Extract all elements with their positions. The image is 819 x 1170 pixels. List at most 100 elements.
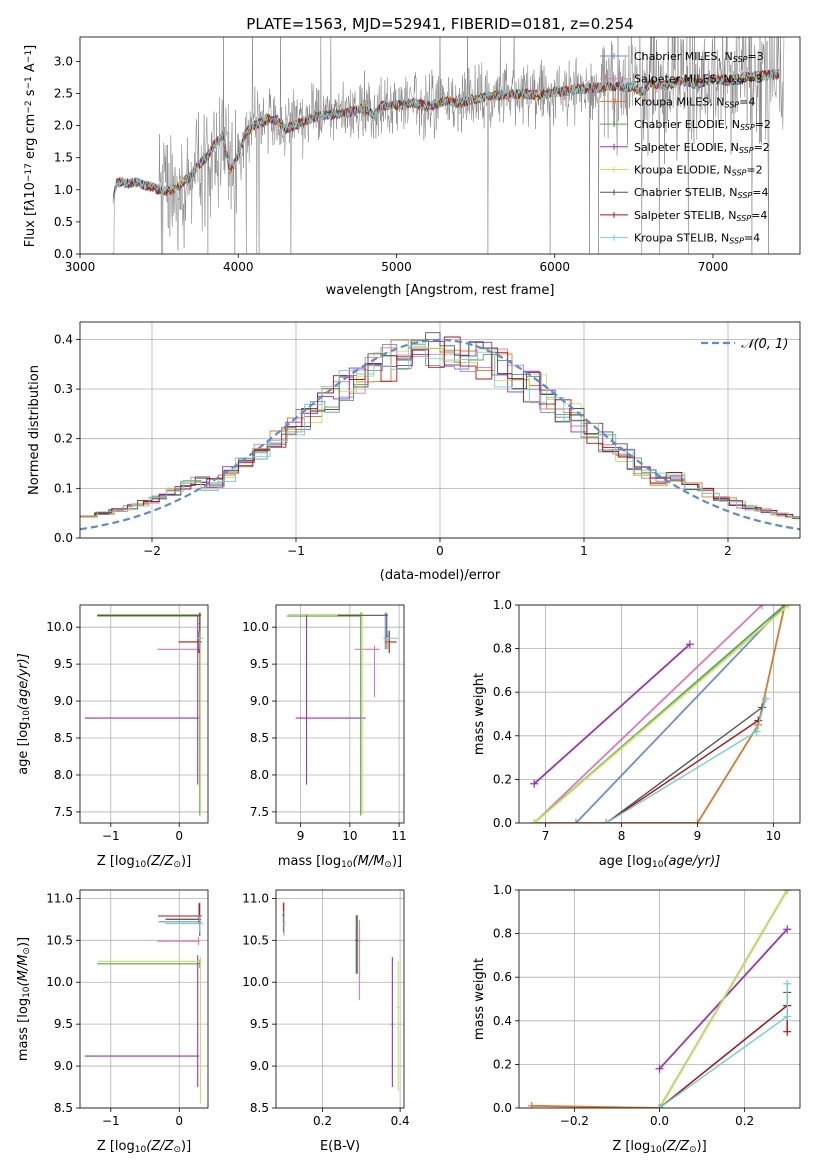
plus-marker: [783, 925, 792, 934]
plot-frame: [275, 889, 405, 1109]
x-tick-label: 10: [766, 829, 781, 843]
x-tick-label: 4000: [223, 260, 254, 274]
y-tick-label: 0.0: [493, 816, 512, 830]
plus-marker: [655, 1064, 664, 1073]
y-axis-label: Flux [fλ10−17 erg cm−2 s−1 A−1]: [23, 45, 38, 247]
x-tick-label: 10: [342, 829, 357, 843]
residual-histogram-line: [80, 332, 800, 518]
errorbar-point: [295, 614, 366, 785]
y-axis-label: mass weight: [472, 958, 487, 1040]
y-tick-label: 3.0: [54, 54, 73, 68]
y-tick-label: 0.3: [54, 382, 73, 396]
mass-vs-EBV-panel: 0.2 0.4 8.5 9.0 9.5 10.0 10.5 11.0 E(B-V): [242, 889, 410, 1154]
x-tick-label: −1: [102, 1114, 120, 1128]
y-tick-label: 8.0: [250, 768, 269, 782]
errorbar-point: [397, 961, 400, 1092]
errorbar-point: [196, 630, 204, 650]
y-tick-label: 11.0: [46, 891, 73, 905]
model-spectrum-line: [112, 68, 780, 202]
errorbar-point: [383, 630, 399, 650]
y-tick-label: 0.6: [493, 970, 512, 984]
errorbar-point: [178, 630, 202, 654]
y-tick-label: 10.0: [46, 620, 73, 634]
errorbar-point: [286, 612, 362, 816]
mass-weight-line: [605, 706, 763, 823]
y-tick-label: 0.0: [54, 247, 73, 261]
y-tick-label: 0.1: [54, 481, 73, 495]
errorbar-point: [355, 915, 358, 974]
legend-label: Chabrier ELODIE, NSSP=2: [634, 118, 771, 132]
age-vs-Z-panel: −1 0 7.5 8.0 8.5 9.0 9.5 10.0 Z [log10(Z/Z⊙)] age…: [16, 604, 209, 870]
age-vs-mass-panel: 9 10 11 7.5 8.0 8.5 9.0 9.5 10.0 mass [log10(M/M⊙…: [242, 604, 407, 870]
plus-marker: [754, 716, 763, 725]
errorbar-point: [158, 903, 202, 925]
x-tick-label: 0: [436, 544, 444, 558]
errorbar-point: [165, 915, 204, 932]
errorbar-point: [97, 612, 202, 815]
plot-frame: [518, 604, 801, 824]
y-tick-label: 9.5: [250, 1017, 269, 1031]
errorbar-point: [165, 902, 202, 937]
x-tick-label: 0: [175, 829, 183, 843]
y-axis-label: mass weight: [472, 673, 487, 755]
y-tick-label: 11.0: [242, 891, 269, 905]
plus-marker: [602, 819, 611, 823]
mass-weight-line: [533, 605, 763, 823]
mass-weight-line: [575, 605, 786, 823]
y-tick-label: 8.5: [54, 1101, 73, 1115]
y-tick-label: 0.8: [493, 642, 512, 656]
x-tick-label: 0.0: [650, 1114, 669, 1128]
x-tick-label: 3000: [65, 260, 96, 274]
residual-histogram-line: [80, 341, 800, 519]
x-tick-label: 8: [618, 829, 626, 843]
plus-marker: [783, 979, 792, 988]
y-axis-label: age [log10(age/yr)]: [16, 653, 32, 775]
plus-marker: [655, 1104, 664, 1108]
legend-label: Kroupa MILES, NSSP=4: [634, 95, 755, 109]
mass-weight-line: [605, 719, 759, 823]
x-tick-label: 0: [175, 1114, 183, 1128]
y-axis-label: Normed distribution: [27, 365, 42, 495]
x-tick-label: −1: [287, 544, 305, 558]
plus-marker: [783, 1012, 792, 1021]
y-tick-label: 9.5: [250, 657, 269, 671]
legend-label: Salpeter ELODIE, NSSP=2: [634, 141, 770, 155]
plus-marker: [783, 890, 792, 894]
x-tick-label: −1: [102, 829, 120, 843]
spectrum-title: PLATE=1563, MJD=52941, FIBERID=0181, z=0…: [246, 15, 633, 33]
y-tick-label: 9.0: [54, 1059, 73, 1073]
age-vs-Z-data: [84, 612, 204, 816]
residuals-data: [80, 332, 800, 531]
x-axis-label: E(B-V): [320, 1139, 360, 1154]
y-tick-label: 10.5: [242, 933, 269, 947]
legend-label: 𝒩(0, 1): [741, 337, 788, 352]
x-tick-label: 5000: [381, 260, 412, 274]
plus-marker: [693, 819, 702, 823]
x-tick-label: 9: [694, 829, 702, 843]
y-tick-label: 9.5: [54, 657, 73, 671]
y-tick-label: 0.2: [54, 432, 73, 446]
y-tick-label: 7.5: [54, 805, 73, 819]
errorbar-point: [354, 645, 380, 698]
x-axis-label: (data-model)/error: [380, 568, 501, 583]
errorbar-point: [358, 920, 361, 1000]
x-axis-label: Z [log10(Z/Z⊙)]: [97, 854, 191, 870]
y-tick-label: 9.0: [54, 694, 73, 708]
plot-frame: [79, 604, 209, 824]
mass-weight-line: [534, 605, 786, 823]
y-tick-label: 10.0: [242, 620, 269, 634]
plus-marker: [784, 605, 793, 609]
x-axis-label: Z [log10(Z/Z⊙)]: [97, 1139, 191, 1155]
spectrum-legend: Chabrier MILES, NSSP=3 Salpeter MILES, NS…: [600, 50, 771, 246]
y-tick-label: 1.0: [54, 183, 73, 197]
y-tick-label: 10.0: [46, 975, 73, 989]
y-tick-label: 0.4: [493, 729, 512, 743]
x-tick-label: 11: [391, 829, 406, 843]
x-axis-label: age [log10(age/yr)]: [599, 854, 721, 870]
errorbar-point: [391, 957, 394, 1088]
plus-marker: [758, 605, 767, 609]
legend-label: Kroupa ELODIE, NSSP=2: [634, 164, 763, 178]
spectrum-data: [112, 37, 785, 254]
y-tick-label: 9.0: [250, 694, 269, 708]
